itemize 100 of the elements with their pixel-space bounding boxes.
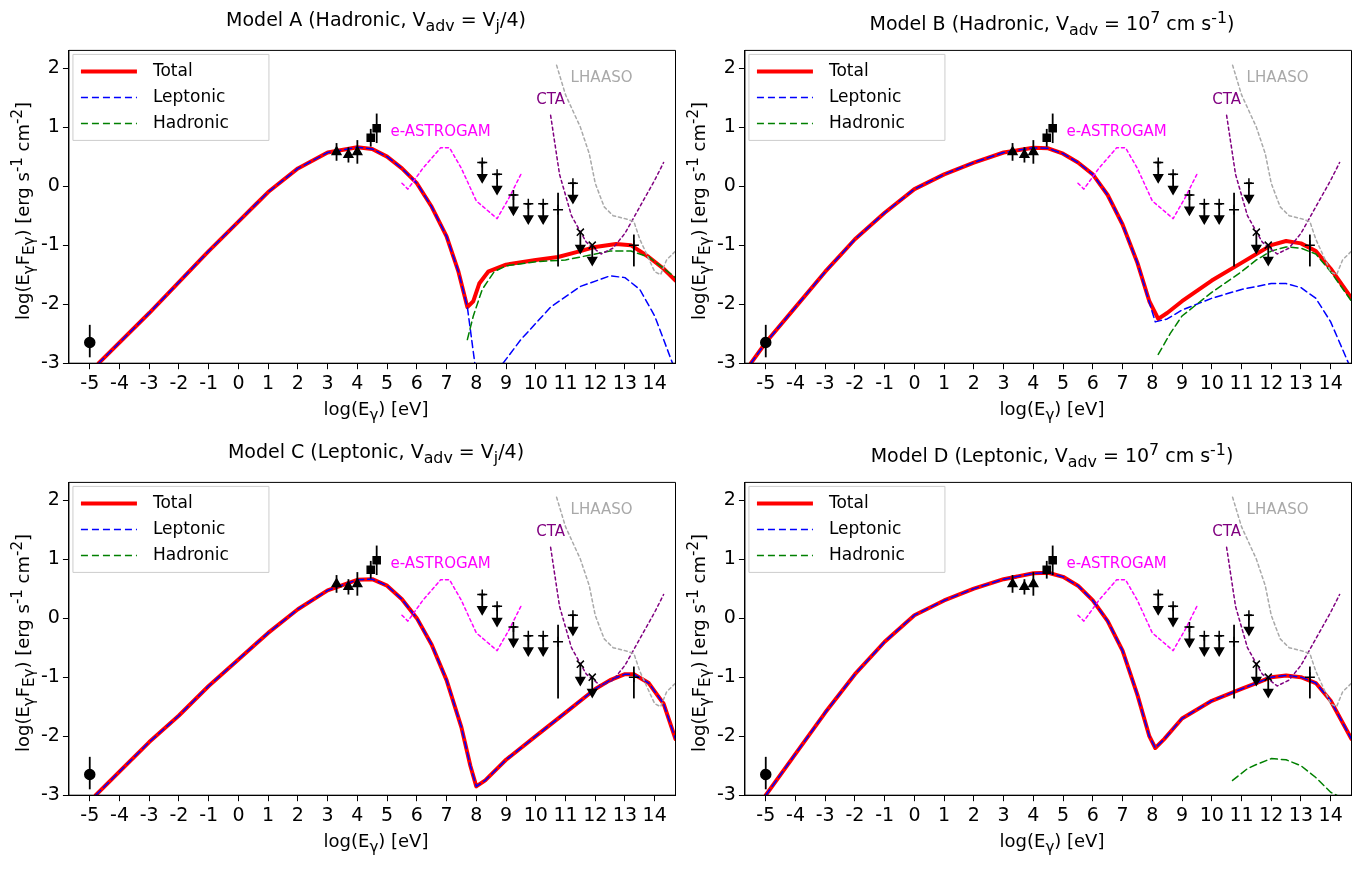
x-tick-label: 14 — [1318, 370, 1343, 393]
x-tick-label: 5 — [1057, 370, 1070, 393]
y-tick-label: 0 — [723, 173, 736, 196]
y-tick-label: -3 — [40, 782, 60, 805]
x-tick-label: 10 — [1199, 370, 1224, 393]
y-tick-label: 0 — [723, 605, 736, 628]
x-tick-label: 14 — [642, 802, 667, 825]
series-label: e-ASTROGAM — [390, 554, 491, 573]
legend-label: Leptonic — [152, 85, 226, 106]
x-tick-label: 0 — [908, 802, 921, 825]
x-tick-label: 2 — [291, 802, 304, 825]
x-tick-label: 11 — [553, 370, 578, 393]
chart-title: Model B (Hadronic, V$_{adv}$ = 10$^{7}$ cm s$^{-1}$) — [868, 8, 1236, 40]
x-tick-label: 8 — [1146, 370, 1159, 393]
x-tick-label: -1 — [875, 370, 895, 393]
x-tick-label: 1 — [262, 802, 275, 825]
legend-label: Hadronic — [828, 111, 905, 132]
x-tick-label: 10 — [523, 802, 548, 825]
legend-label: Total — [151, 491, 193, 512]
series-label: LHAASO — [1246, 499, 1309, 518]
x-tick-label: 11 — [1229, 802, 1254, 825]
x-tick-label: 7 — [440, 370, 453, 393]
y-tick-label: 2 — [723, 55, 736, 78]
x-axis-title: log(E$_{γ}$) [eV] — [322, 398, 430, 424]
x-tick-label: 5 — [381, 802, 394, 825]
x-tick-label: 11 — [553, 802, 578, 825]
x-tick-label: 1 — [938, 802, 951, 825]
x-tick-label: -3 — [139, 802, 159, 825]
y-tick-label: -1 — [716, 664, 736, 687]
x-tick-label: -5 — [80, 370, 100, 393]
legend-label: Hadronic — [152, 111, 229, 132]
y-tick-label: 2 — [47, 487, 60, 510]
y-tick-label: -2 — [40, 723, 60, 746]
x-tick-label: 1 — [938, 370, 951, 393]
x-tick-label: -1 — [875, 802, 895, 825]
x-tick-label: 9 — [499, 370, 513, 393]
legend-label: Leptonic — [828, 85, 902, 106]
x-tick-label: 9 — [499, 802, 513, 825]
y-tick-label: -2 — [716, 723, 736, 746]
legend-label: Leptonic — [152, 517, 226, 538]
chart-title: Model A (Hadronic, V$_{adv}$ = V$_{j}$/4) — [225, 8, 527, 35]
x-tick-label: 4 — [351, 370, 364, 393]
x-tick-label: -3 — [815, 370, 835, 393]
y-tick-label: 2 — [47, 55, 60, 78]
x-tick-label: -5 — [756, 370, 776, 393]
x-tick-label: 14 — [1318, 802, 1343, 825]
series-label: CTA — [1212, 89, 1242, 108]
legend-label: Total — [827, 491, 869, 512]
series-label: LHAASO — [1246, 67, 1309, 86]
series-label: e-ASTROGAM — [1066, 122, 1167, 141]
x-axis-title: log(E$_{γ}$) [eV] — [322, 830, 430, 856]
y-tick-label: 1 — [723, 114, 736, 137]
x-tick-label: -4 — [786, 802, 805, 825]
x-tick-label: 6 — [410, 802, 423, 825]
y-tick-label: 1 — [47, 114, 60, 137]
x-tick-label: 13 — [612, 370, 638, 393]
x-tick-label: 6 — [1086, 802, 1099, 825]
x-tick-label: 5 — [381, 370, 394, 393]
x-tick-label: 3 — [997, 370, 1010, 393]
x-tick-label: 13 — [1288, 370, 1314, 393]
x-tick-label: 8 — [470, 370, 483, 393]
x-tick-label: -2 — [169, 802, 189, 825]
x-tick-label: -2 — [845, 802, 865, 825]
x-tick-label: 4 — [351, 802, 364, 825]
series-label: LHAASO — [570, 499, 633, 518]
x-axis-title: log(E$_{γ}$) [eV] — [998, 830, 1106, 856]
x-tick-label: 2 — [967, 802, 980, 825]
x-tick-label: 2 — [967, 370, 980, 393]
x-tick-label: -3 — [139, 370, 159, 393]
legend-label: Hadronic — [152, 543, 229, 564]
x-tick-label: -4 — [786, 370, 805, 393]
x-tick-label: 0 — [232, 370, 245, 393]
x-tick-label: 14 — [642, 370, 667, 393]
x-tick-label: 3 — [321, 802, 334, 825]
x-axis-title: log(E$_{γ}$) [eV] — [998, 398, 1106, 424]
series-label: e-ASTROGAM — [1066, 554, 1167, 573]
x-tick-label: 12 — [1259, 802, 1284, 825]
y-tick-label: -2 — [716, 291, 736, 314]
y-tick-label: -3 — [716, 782, 736, 805]
x-tick-label: 4 — [1027, 370, 1040, 393]
y-tick-label: -2 — [40, 291, 60, 314]
x-tick-label: 12 — [583, 802, 608, 825]
x-tick-label: 12 — [1259, 370, 1284, 393]
y-tick-label: 0 — [47, 173, 60, 196]
legend-label: Leptonic — [828, 517, 902, 538]
x-tick-label: -1 — [199, 802, 219, 825]
x-tick-label: 9 — [1175, 370, 1189, 393]
series-label: CTA — [536, 521, 566, 540]
x-tick-label: 3 — [997, 802, 1010, 825]
x-tick-label: -4 — [110, 370, 129, 393]
y-tick-label: 0 — [47, 605, 60, 628]
y-tick-label: -3 — [716, 350, 736, 373]
series-label: e-ASTROGAM — [390, 122, 491, 141]
x-tick-label: 2 — [291, 370, 304, 393]
x-tick-label: 5 — [1057, 802, 1070, 825]
x-tick-label: 9 — [1175, 802, 1189, 825]
x-tick-label: 6 — [1086, 370, 1099, 393]
x-tick-label: -5 — [756, 802, 776, 825]
x-tick-label: -2 — [845, 370, 865, 393]
chart-title: Model C (Leptonic, V$_{adv}$ = V$_{j}$/4) — [226, 440, 526, 467]
